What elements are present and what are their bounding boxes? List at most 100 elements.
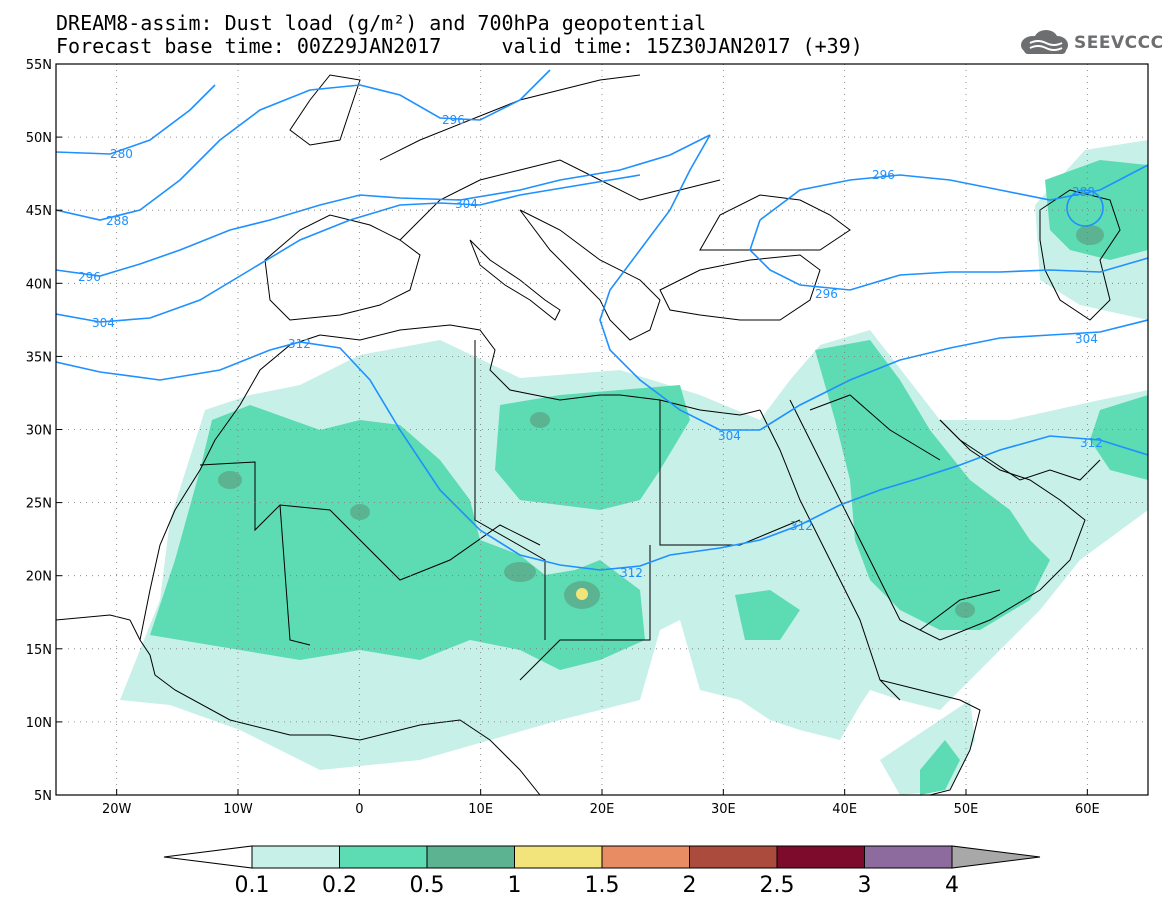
coastline-mediterranean-africa <box>319 324 761 416</box>
contour-304-east <box>759 319 1148 431</box>
border-europe <box>399 159 721 241</box>
dust-field <box>120 140 1148 795</box>
contour-label: 288 <box>1072 185 1095 199</box>
border-libya-egypt <box>659 400 801 546</box>
colorbar-segment <box>339 845 428 869</box>
coastline-caspian <box>1039 189 1121 321</box>
lon-tick-label: 20W <box>102 802 132 817</box>
colorbar-over-triangle <box>951 845 1041 869</box>
coastline-northwest-africa <box>139 334 321 641</box>
border-saudi <box>809 394 941 461</box>
lat-tick-label: 55N <box>26 58 52 73</box>
lon-tick-label: 50E <box>954 802 979 817</box>
lon-tick-label: 30E <box>711 802 736 817</box>
colorbar-segment <box>864 845 953 869</box>
cloud-icon <box>1021 30 1068 54</box>
border-sahara-2 <box>279 504 311 646</box>
coastline-black-sea <box>699 194 851 251</box>
geopotential-contours <box>56 69 1148 571</box>
lat-tick-label: 20N <box>26 570 52 585</box>
dust-area-dark-2 <box>350 504 370 520</box>
border-yemen <box>919 589 1001 631</box>
colorbar-segment <box>776 845 865 869</box>
contour-label: 288 <box>106 214 129 228</box>
dust-area-medium-sudan <box>735 590 800 640</box>
dust-max-spot <box>576 588 588 600</box>
dust-area-dark-1 <box>218 471 242 489</box>
contour-label: 296 <box>78 270 101 284</box>
lat-tick-label: 35N <box>26 350 52 365</box>
lat-tick-label: 45N <box>26 204 52 219</box>
colorbar-label: 1 <box>508 873 522 898</box>
coastline-red-sea <box>759 409 901 701</box>
seevccc-logo: SEEVCCC <box>1018 30 1164 56</box>
contour-296-caspian <box>749 164 1148 291</box>
coastline-turkey <box>659 254 821 321</box>
coastline-italy <box>469 239 561 321</box>
lat-tick-label: 5N <box>34 789 52 804</box>
dust-area-medium-iran <box>1090 395 1148 480</box>
colorbar-segment <box>426 845 515 869</box>
coastline-balkans <box>519 209 661 341</box>
colorbar: 0.1 0.2 0.5 1 1.5 2 2.5 3 4 <box>163 845 1041 898</box>
coastline-horn <box>879 679 981 795</box>
coastline-arabia <box>789 399 1086 641</box>
dust-area-medium-caspian <box>1045 160 1148 260</box>
colorbar-label: 4 <box>945 873 959 898</box>
contour-label: 296 <box>872 168 895 182</box>
contour-label: 304 <box>1075 332 1098 346</box>
colorbar-segment <box>514 845 603 869</box>
contour-label: 304 <box>455 197 478 211</box>
coastline-gulf <box>939 419 1101 481</box>
lat-tick-label: 50N <box>26 131 52 146</box>
contour-296-east <box>599 134 760 431</box>
colorbar-label: 0.2 <box>322 873 357 898</box>
contour-label: 312 <box>288 337 311 351</box>
map-title: DREAM8-assim: Dust load (g/m²) and 700hP… <box>56 11 707 35</box>
coastline-britain <box>289 74 361 146</box>
contour-label: 296 <box>442 113 465 127</box>
lat-tick-label: 30N <box>26 424 52 439</box>
colorbar-label: 1.5 <box>585 873 620 898</box>
border-sahara-1 <box>199 461 541 581</box>
contour-296-west <box>56 134 711 277</box>
colorbar-label: 0.5 <box>410 873 445 898</box>
colorbar-segment <box>601 845 690 869</box>
contour-label: 280 <box>110 147 133 161</box>
contour-label: 312 <box>1080 436 1103 450</box>
lat-tick-label: 25N <box>26 497 52 512</box>
coastline-europe-north <box>379 74 641 161</box>
colorbar-label: 0.1 <box>235 873 270 898</box>
dust-area-medium-horn <box>920 740 960 795</box>
lon-tick-label: 40E <box>832 802 857 817</box>
lat-tick-label: 10N <box>26 716 52 731</box>
logo-text: SEEVCCC <box>1074 33 1164 53</box>
colorbar-segment <box>251 845 340 869</box>
colorbar-label: 2 <box>683 873 697 898</box>
contour-312 <box>56 341 1148 571</box>
lon-tick-label: 60E <box>1075 802 1100 817</box>
contour-304 <box>56 174 641 323</box>
contour-288-closed <box>1066 189 1104 227</box>
border-sudan <box>519 545 651 681</box>
gridlines <box>56 64 1148 795</box>
contour-labels: 280 288 296 296 296 296 304 304 304 304 … <box>78 113 1103 580</box>
colorbar-label: 3 <box>858 873 872 898</box>
colorbar-segment <box>689 845 778 869</box>
contour-280 <box>56 84 216 155</box>
contour-label: 312 <box>620 566 643 580</box>
border-sahara-3 <box>474 340 546 640</box>
colorbar-under-triangle <box>163 845 253 869</box>
coastlines-borders <box>56 74 1121 795</box>
colorbar-label: 2.5 <box>760 873 795 898</box>
dust-area-dark-6 <box>955 602 975 618</box>
lon-tick-label: 20E <box>590 802 615 817</box>
dust-area-dark-5 <box>530 412 550 428</box>
coastline-west-africa <box>56 614 541 795</box>
contour-label: 296 <box>815 287 838 301</box>
lat-tick-label: 15N <box>26 643 52 658</box>
dust-area-medium-west <box>150 405 645 670</box>
axis-ticks: 20W 10W 0 10E 20E 30E 40E 50E 60E 55N 50N 45N 40N 35N… <box>26 58 1100 817</box>
dust-area-medium-arabia <box>815 340 1050 630</box>
